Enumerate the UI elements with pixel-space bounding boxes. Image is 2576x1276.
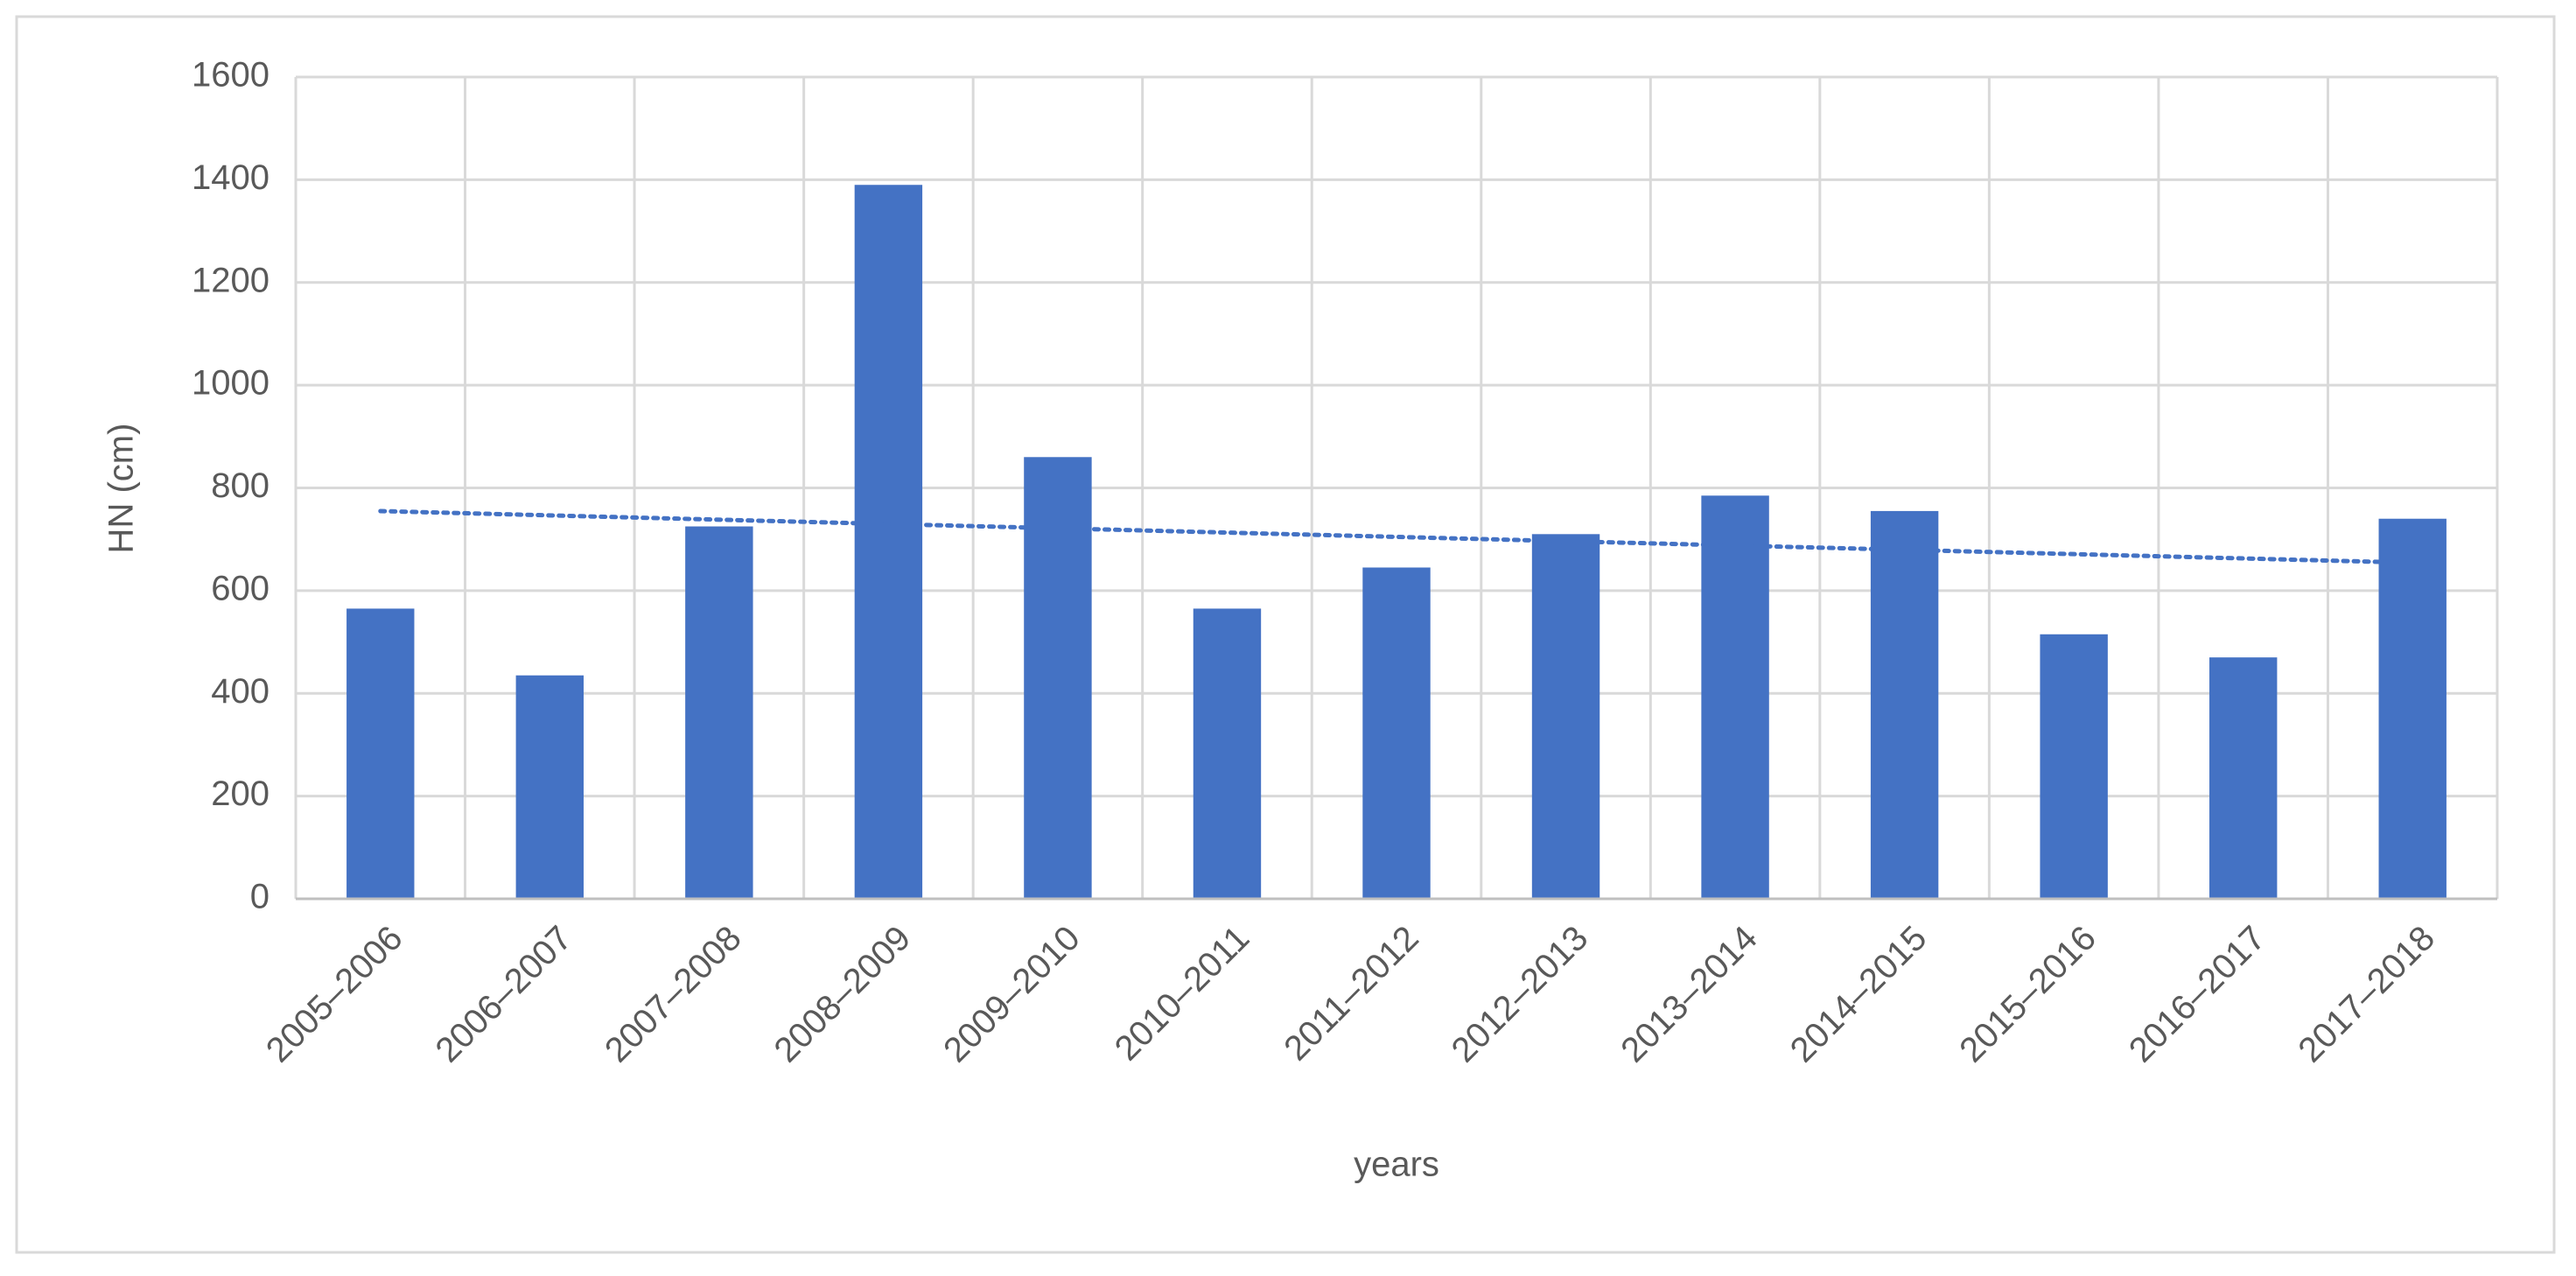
bar [346,608,415,899]
y-tick-label: 400 [211,672,270,711]
bar [2040,634,2108,899]
bar [685,526,753,899]
bar [1024,457,1092,899]
y-tick-label: 1200 [192,261,270,299]
trend-line [378,508,2415,565]
y-axis-label: HN (cm) [102,424,141,554]
bar [1362,567,1431,899]
y-tick-label: 200 [211,775,270,813]
bar [854,185,923,899]
y-tick-label: 600 [211,569,270,607]
bar [2208,657,2278,899]
bar [2378,518,2446,899]
y-tick-label: 800 [211,466,270,505]
bar [1870,510,1939,899]
y-tick-label: 1000 [192,364,270,403]
x-axis-label: years [1354,1146,1439,1184]
chart-border [15,15,2556,1254]
y-tick-label: 1400 [192,158,270,197]
y-tick-label: 0 [250,878,270,916]
bar [515,675,584,899]
bar [1701,495,1769,899]
bar [1531,534,1600,899]
bar [1193,608,1262,899]
y-tick-label: 1600 [192,56,270,95]
